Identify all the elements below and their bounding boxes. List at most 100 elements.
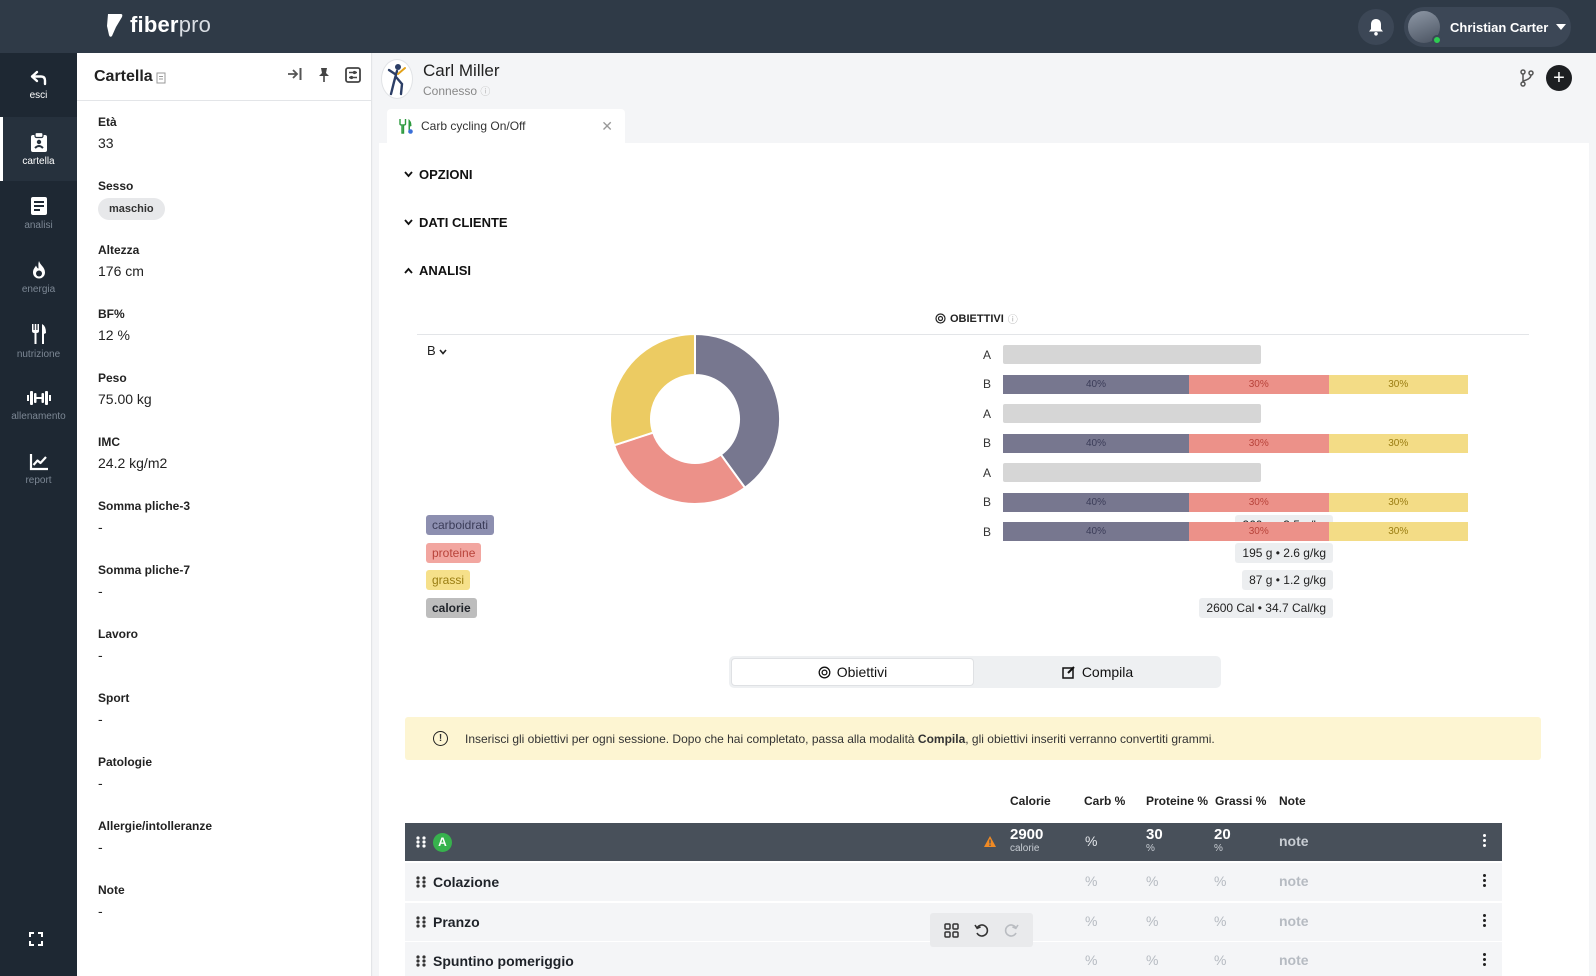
bar-row-A[interactable]: A: [983, 463, 1261, 482]
session-selector[interactable]: B: [427, 343, 447, 358]
rail-exit-label: esci: [29, 89, 48, 101]
section-opzioni[interactable]: OPZIONI: [404, 167, 472, 182]
meal-name: Spuntino pomeriggio: [433, 953, 574, 969]
rail-item-nutrizione[interactable]: nutrizione: [0, 309, 77, 373]
document-icon: [30, 196, 47, 215]
row-menu-icon[interactable]: [1483, 913, 1486, 927]
top-bar: fiberpro Christian Carter: [0, 0, 1596, 53]
bar-row-A[interactable]: A: [983, 404, 1261, 423]
meal-note[interactable]: note: [1279, 952, 1309, 968]
sesso-badge: maschio: [98, 198, 165, 220]
drag-handle-icon[interactable]: [415, 915, 427, 929]
fork-knife-icon: [31, 323, 46, 344]
user-menu[interactable]: Christian Carter: [1404, 7, 1571, 47]
field-sport: Sport -: [98, 691, 130, 727]
client-name: Carl Miller: [423, 60, 500, 80]
session-grassi[interactable]: 20 %: [1214, 826, 1231, 854]
online-status-dot: [1432, 35, 1442, 45]
meal-proteine[interactable]: %: [1146, 912, 1159, 929]
add-button[interactable]: +: [1546, 65, 1572, 91]
session-row[interactable]: A 2900 calorie % 30 % 20 % note: [405, 823, 1502, 861]
section-analisi[interactable]: ANALISI: [404, 263, 471, 278]
rail-item-energia[interactable]: energia: [0, 245, 77, 309]
grid-icon[interactable]: [943, 922, 959, 938]
rail-item-analisi[interactable]: analisi: [0, 181, 77, 245]
chevron-up-icon: [404, 267, 413, 274]
bar-row-A[interactable]: A: [983, 345, 1261, 364]
app-name: fiberpro: [130, 12, 212, 37]
mode-compila-button[interactable]: Compila: [976, 658, 1219, 686]
rail-item-allenamento[interactable]: allenamento: [0, 373, 77, 437]
info-icon[interactable]: ⓘ: [1007, 315, 1018, 326]
collapse-panel-icon[interactable]: [287, 67, 303, 81]
floating-toolbar: [930, 913, 1033, 947]
bar-row-B[interactable]: B 40% 30% 30%: [983, 522, 1468, 541]
expand-icon: [29, 932, 43, 946]
rail-item-report[interactable]: report: [0, 437, 77, 501]
bar-row-B[interactable]: B 40% 30% 30%: [983, 492, 1468, 512]
section-dati-cliente[interactable]: DATI CLIENTE: [404, 215, 508, 230]
rail-allenamento-label: allenamento: [11, 410, 66, 422]
session-proteine[interactable]: 30 %: [1146, 826, 1163, 854]
meal-grassi[interactable]: %: [1214, 873, 1227, 889]
pin-icon[interactable]: [317, 67, 331, 83]
meal-grassi[interactable]: %: [1214, 952, 1227, 968]
meal-carb[interactable]: %: [1085, 873, 1098, 889]
client-avatar[interactable]: [381, 59, 413, 99]
donut-slice-grassi[interactable]: [609, 332, 696, 447]
redo-icon[interactable]: [1004, 923, 1019, 938]
bell-icon: [1369, 19, 1383, 36]
drag-handle-icon[interactable]: [415, 835, 427, 849]
tab-carb-cycling[interactable]: Carb cycling On/Off ✕: [387, 109, 625, 143]
meal-row[interactable]: Spuntino pomeriggio % % % note: [405, 942, 1502, 976]
info-icon[interactable]: ⓘ: [480, 86, 491, 98]
meal-note[interactable]: note: [1279, 912, 1309, 929]
meal-carb[interactable]: %: [1085, 912, 1098, 929]
row-menu-icon[interactable]: [1483, 874, 1486, 887]
drag-handle-icon[interactable]: [415, 954, 427, 968]
fullscreen-button[interactable]: [28, 931, 44, 952]
meal-proteine[interactable]: %: [1146, 873, 1159, 889]
target-icon: [935, 313, 946, 324]
rail-item-exit[interactable]: esci: [0, 53, 77, 117]
session-calorie[interactable]: 2900 calorie: [1010, 826, 1044, 854]
mode-toggle: Obiettivi Compila: [729, 656, 1221, 688]
drag-handle-icon[interactable]: [415, 875, 427, 889]
meal-row[interactable]: Colazione % % % note: [405, 863, 1502, 901]
bar-segment-1: 30%: [1189, 433, 1329, 453]
rail-item-cartella[interactable]: cartella: [0, 117, 77, 181]
bar-empty: [1003, 345, 1261, 364]
bar-row-B[interactable]: B 40% 30% 30%: [983, 433, 1468, 453]
meal-proteine[interactable]: %: [1146, 952, 1159, 968]
undo-icon[interactable]: [974, 923, 989, 938]
donut-slice-proteine[interactable]: [612, 431, 747, 505]
main-area: Carl Miller Connesso ⓘ + Carb cycling On…: [373, 53, 1596, 976]
app-logo[interactable]: fiberpro: [104, 12, 211, 38]
meal-carb[interactable]: %: [1085, 952, 1098, 968]
edit-icon: [1062, 666, 1075, 679]
alert-text: Inserisci gli obiettivi per ogni session…: [465, 731, 1215, 746]
panel-settings-icon[interactable]: [345, 67, 361, 83]
bar-row-B[interactable]: B 40% 30% 30%: [983, 374, 1468, 394]
session-note[interactable]: note: [1279, 833, 1309, 849]
legend-calorie: calorie: [426, 597, 477, 618]
notifications-button[interactable]: [1358, 9, 1394, 45]
close-tab-icon[interactable]: ✕: [601, 117, 613, 134]
meal-grassi[interactable]: %: [1214, 912, 1227, 929]
row-menu-icon[interactable]: [1483, 953, 1486, 966]
back-arrow-icon: [30, 70, 46, 85]
mode-obiettivi-button[interactable]: Obiettivi: [731, 658, 974, 686]
tab-label: Carb cycling On/Off: [421, 119, 526, 133]
bar-segment-2: 30%: [1328, 522, 1468, 541]
col-grassi: Grassi %: [1215, 794, 1267, 808]
session-carb[interactable]: %: [1085, 833, 1098, 849]
row-menu-icon[interactable]: [1483, 834, 1486, 847]
obiettivi-title: OBIETTIVI ⓘ: [931, 311, 1022, 326]
bar-row-label: B: [983, 524, 992, 539]
branch-icon[interactable]: [1520, 69, 1534, 87]
plus-icon: +: [1553, 67, 1565, 89]
fork-knife-color-icon: [399, 119, 413, 134]
dumbbell-icon: [26, 390, 51, 405]
donut-slice-carboidrati[interactable]: [694, 332, 781, 490]
meal-note[interactable]: note: [1279, 873, 1309, 889]
